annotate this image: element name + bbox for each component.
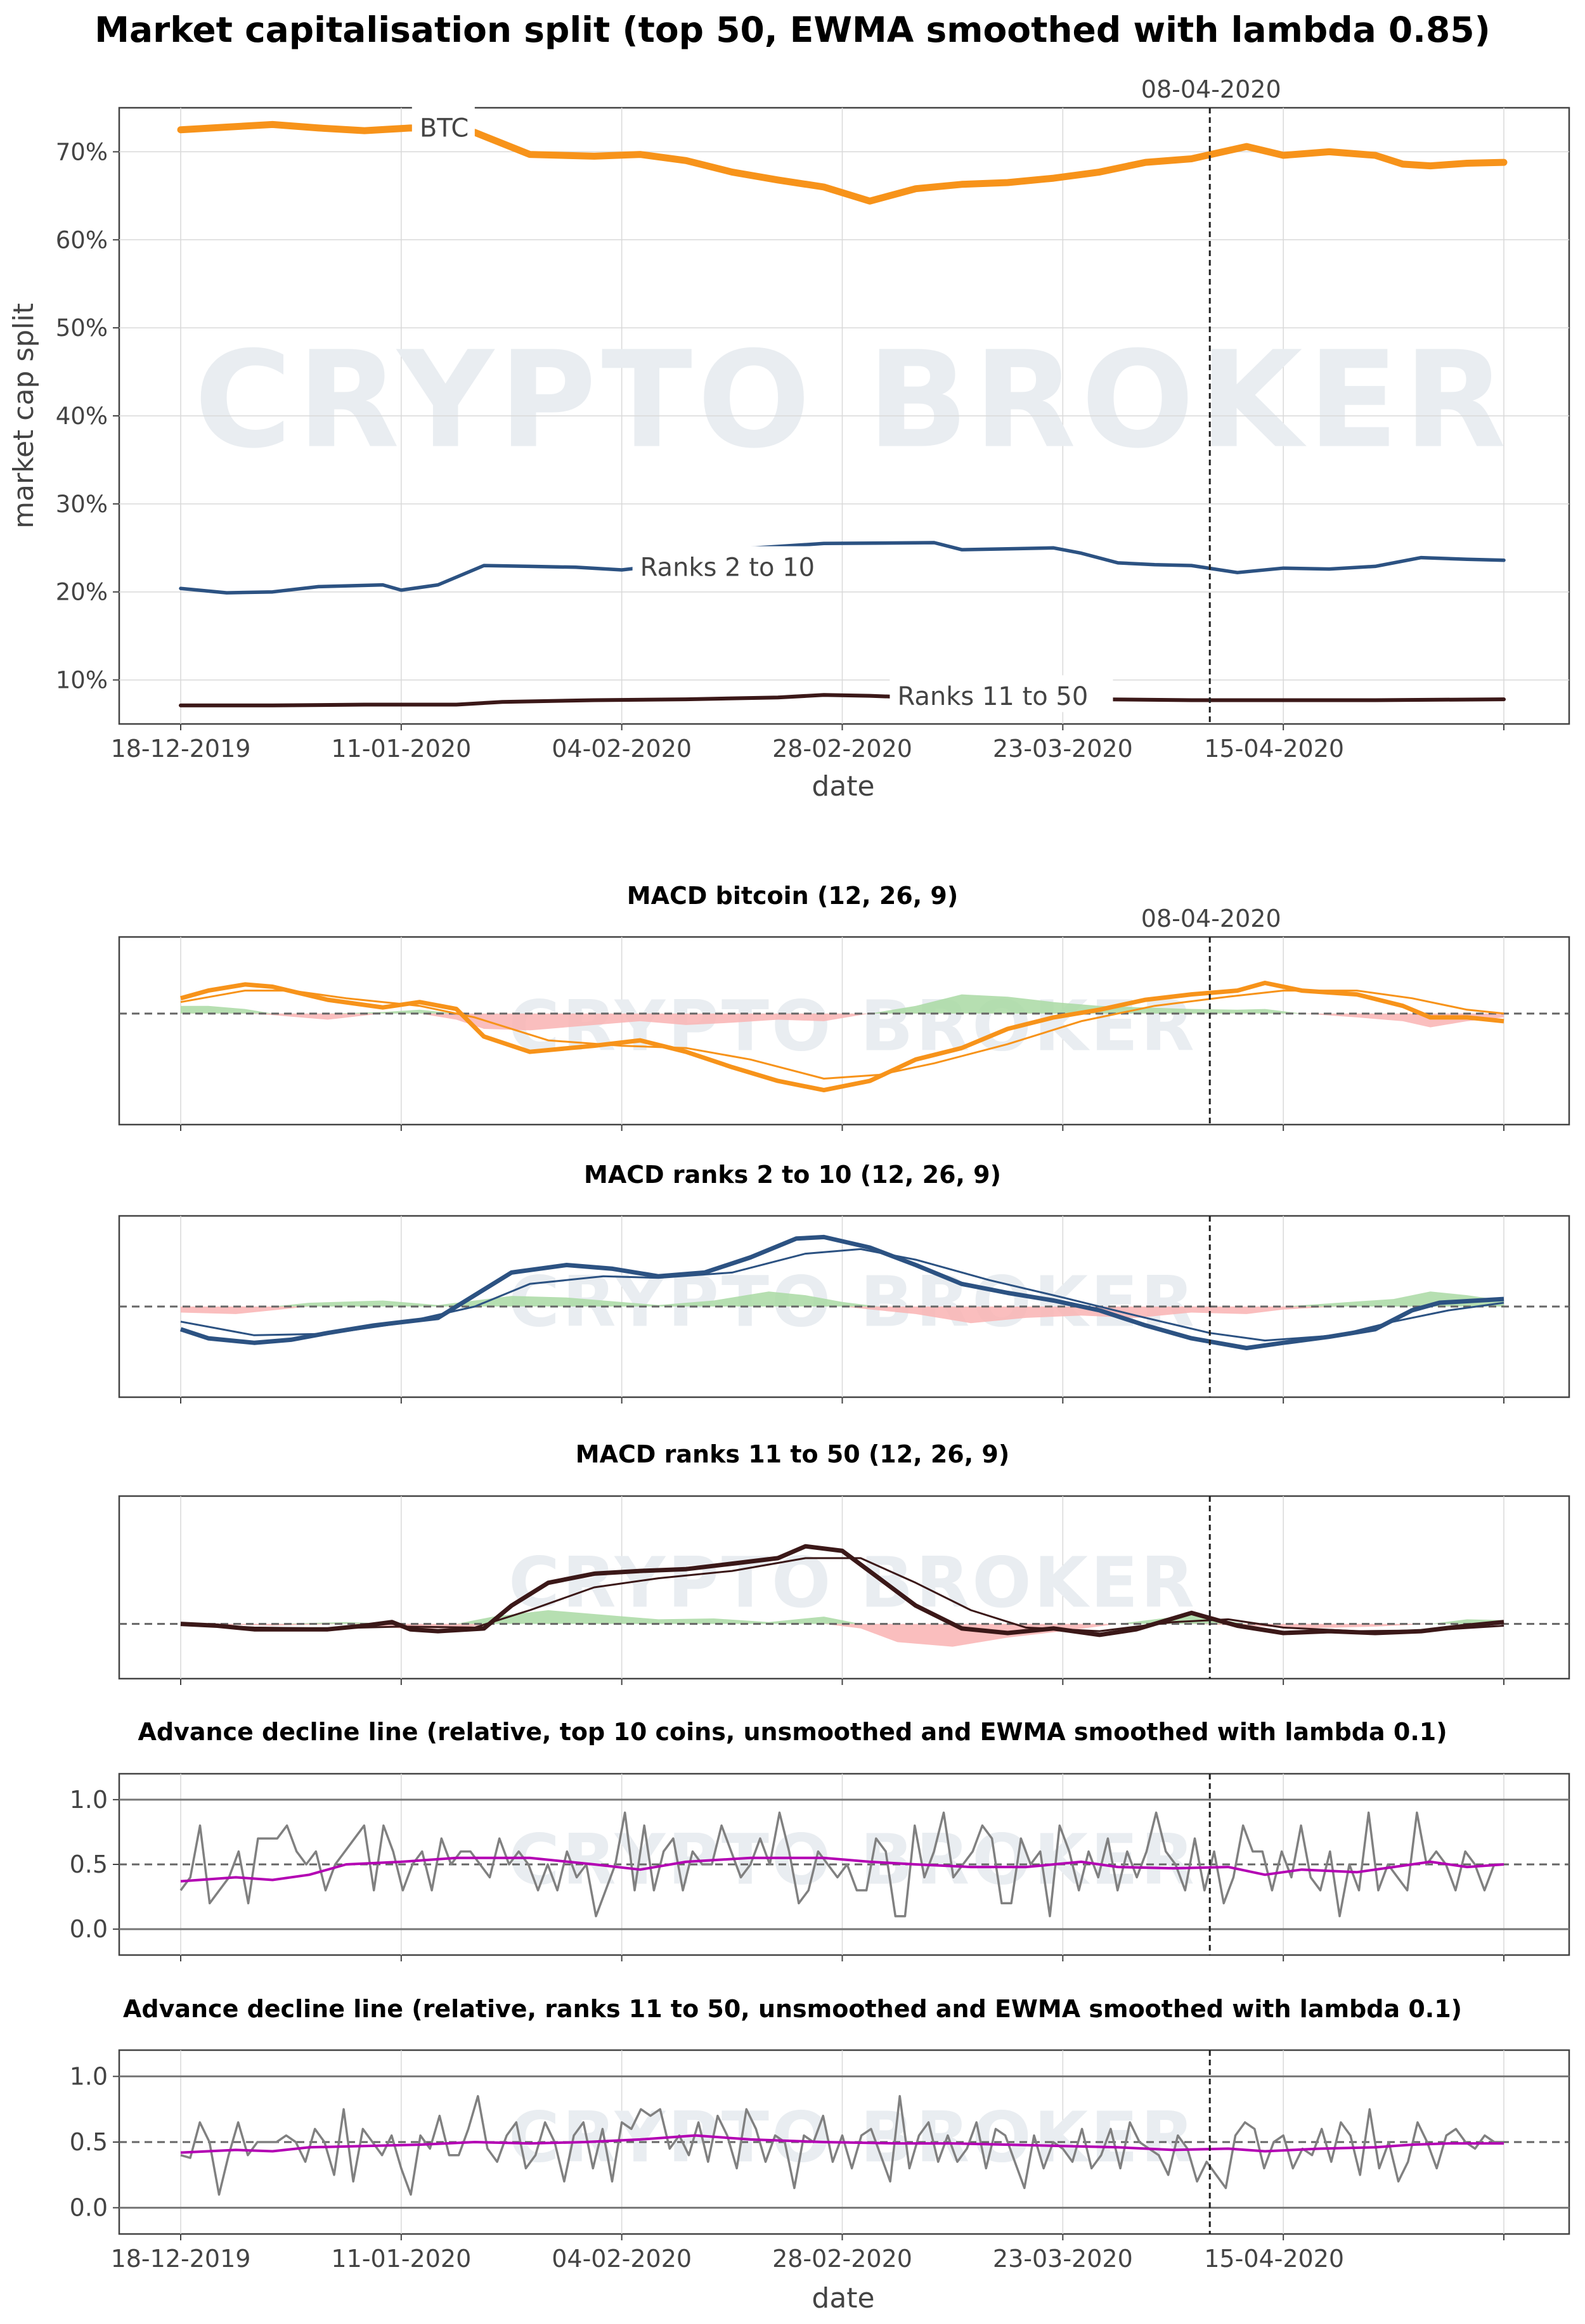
series-label-backing bbox=[632, 546, 841, 583]
series-label-backing bbox=[890, 675, 1113, 713]
chart-title: MACD bitcoin (12, 26, 9) bbox=[627, 882, 958, 910]
macd-line bbox=[180, 981, 1504, 1093]
x-axis-label: date bbox=[812, 770, 874, 803]
ewma-line bbox=[180, 1856, 1504, 1883]
marker-label: 08-04-2020 bbox=[1141, 905, 1281, 933]
x-tick-label: 15-04-2020 bbox=[1204, 735, 1344, 763]
series-label: BTC bbox=[420, 113, 469, 143]
y-tick-label: 10% bbox=[56, 667, 108, 694]
ewma-line bbox=[180, 2134, 1504, 2154]
chart-title: Advance decline line (relative, ranks 11… bbox=[123, 1995, 1462, 2023]
y-tick-label: 20% bbox=[56, 579, 108, 606]
y-tick-label: 70% bbox=[56, 138, 108, 165]
series-label: Ranks 2 to 10 bbox=[640, 553, 815, 583]
plot-frame bbox=[118, 936, 1570, 1126]
histogram-negative-area bbox=[181, 1307, 1504, 1324]
histogram-negative-area bbox=[181, 1624, 1504, 1647]
chart-title: MACD ranks 11 to 50 (12, 26, 9) bbox=[576, 1440, 1009, 1468]
chart-title: Advance decline line (relative, top 10 c… bbox=[138, 1718, 1447, 1746]
histogram-positive-area bbox=[181, 1291, 1504, 1307]
series-label: Ranks 11 to 50 bbox=[897, 682, 1088, 711]
signal-line bbox=[180, 1557, 1504, 1632]
y-tick-label: 0.5 bbox=[70, 2128, 108, 2156]
x-tick-label: 11-01-2020 bbox=[331, 735, 471, 763]
series-line-0 bbox=[177, 120, 1508, 205]
x-tick-label: 23-03-2020 bbox=[993, 735, 1133, 763]
signal-line bbox=[180, 990, 1504, 1080]
histogram-negative-area bbox=[181, 1013, 1504, 1031]
marker-label: 08-04-2020 bbox=[1141, 75, 1281, 103]
chart-title: Market capitalisation split (top 50, EWM… bbox=[94, 10, 1490, 50]
y-tick-label: 50% bbox=[56, 314, 108, 342]
x-tick-label: 18-12-2019 bbox=[111, 735, 251, 763]
x-tick-label: 23-03-2020 bbox=[993, 2245, 1133, 2273]
watermark: CRYPTO BROKER bbox=[508, 985, 1197, 1066]
series-line-1 bbox=[179, 541, 1506, 595]
y-tick-label: 1.0 bbox=[70, 2062, 108, 2090]
macd-line bbox=[179, 1234, 1504, 1350]
x-tick-label: 28-02-2020 bbox=[772, 735, 912, 763]
unsmoothed-line bbox=[180, 2095, 1504, 2196]
x-tick-label: 04-02-2020 bbox=[552, 2245, 692, 2273]
plot-frame bbox=[118, 1495, 1570, 1680]
watermark: CRYPTO BROKER bbox=[508, 1542, 1197, 1623]
x-axis-label: date bbox=[812, 2282, 874, 2314]
histogram-positive-area bbox=[181, 994, 1504, 1014]
y-axis-label: market cap split bbox=[8, 303, 40, 529]
series-label-backing bbox=[411, 107, 475, 144]
y-tick-label: 1.0 bbox=[70, 1786, 108, 1814]
x-tick-label: 18-12-2019 bbox=[111, 2245, 251, 2273]
chart-title: MACD ranks 2 to 10 (12, 26, 9) bbox=[584, 1161, 1001, 1189]
x-tick-label: 04-02-2020 bbox=[552, 735, 692, 763]
y-tick-label: 40% bbox=[56, 403, 108, 430]
y-tick-label: 30% bbox=[56, 491, 108, 518]
unsmoothed-line bbox=[179, 1811, 1504, 1918]
x-tick-label: 15-04-2020 bbox=[1204, 2245, 1344, 2273]
y-tick-label: 0.5 bbox=[70, 1850, 108, 1878]
x-tick-label: 28-02-2020 bbox=[772, 2245, 912, 2273]
macd-line bbox=[180, 1544, 1504, 1637]
y-tick-label: 60% bbox=[56, 226, 108, 254]
signal-line bbox=[180, 1248, 1504, 1342]
series-line-2 bbox=[179, 693, 1506, 707]
y-tick-label: 0.0 bbox=[70, 1915, 108, 1943]
y-tick-label: 0.0 bbox=[70, 2194, 108, 2222]
x-tick-label: 11-01-2020 bbox=[331, 2245, 471, 2273]
watermark: CRYPTO BROKER bbox=[194, 323, 1511, 478]
